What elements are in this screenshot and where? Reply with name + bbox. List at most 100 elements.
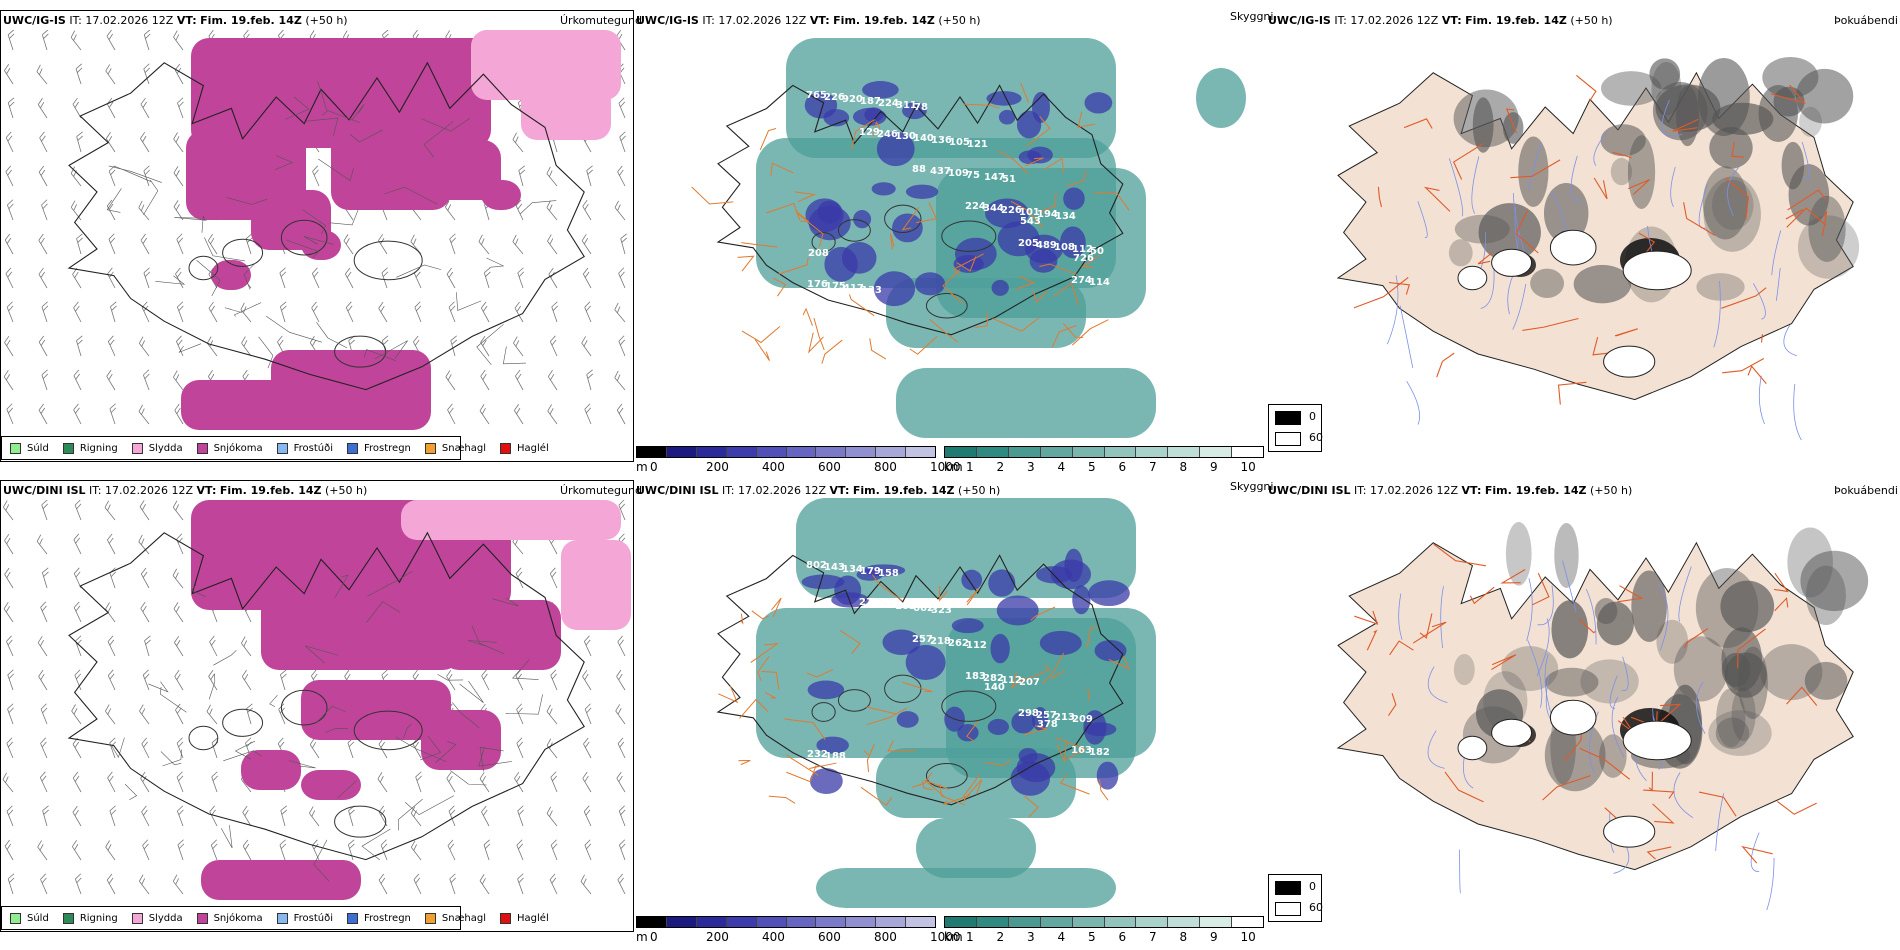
very-low-visibility-area xyxy=(1016,753,1056,783)
fog-map[interactable] xyxy=(1290,500,1900,910)
wind-barb-icon xyxy=(584,403,592,425)
road-line xyxy=(1025,157,1044,167)
wind-barb-icon xyxy=(513,336,524,357)
road-line xyxy=(1542,775,1591,801)
road-line xyxy=(174,217,207,221)
river-line xyxy=(1801,141,1811,180)
road-line xyxy=(1024,795,1039,818)
road-line xyxy=(924,779,949,798)
river-line xyxy=(1480,266,1495,309)
legend-swatch xyxy=(276,442,288,454)
road-line xyxy=(505,694,543,715)
wind-barb-icon xyxy=(517,873,524,895)
colorbar-segment xyxy=(1136,447,1169,457)
sleet-areas xyxy=(401,500,631,630)
road-line xyxy=(942,269,964,305)
visibility-map[interactable]: 765 129 88 224 205 274 226 246 437 344 489 114 920 13… xyxy=(636,28,1268,438)
visibility-peak-label: 207 xyxy=(1019,677,1040,688)
wind-barb-icon xyxy=(580,874,592,895)
colorbar-segment xyxy=(846,447,877,457)
visibility-map[interactable]: 802 270 257 183 298 163 143 120 218 282 257 182 134 1… xyxy=(636,498,1268,908)
wind-barb-icon xyxy=(444,200,456,221)
river-line xyxy=(1526,578,1533,641)
wind-barb-icon xyxy=(549,335,558,357)
wind-barb-icon xyxy=(483,267,491,289)
wind-barb-icon xyxy=(109,567,117,589)
road-line xyxy=(863,750,869,756)
visibility-peak-label: 147 xyxy=(984,172,1005,183)
road-line xyxy=(363,349,397,362)
vis-km-tick: 7 xyxy=(1149,930,1157,944)
wind-barb-icon xyxy=(516,737,524,759)
wind-barb-icon xyxy=(177,97,184,119)
snow-area xyxy=(241,750,301,790)
precip-type-map[interactable] xyxy=(1,30,633,430)
wind-barb-icon xyxy=(173,166,184,187)
wind-barb-icon xyxy=(106,369,116,391)
road-line xyxy=(361,828,391,861)
lead-time: (+50 h) xyxy=(958,484,1001,497)
road-line xyxy=(196,260,221,297)
wind-barb-icon xyxy=(38,267,48,289)
wind-barb-icon xyxy=(73,369,82,391)
very-low-visibility-area xyxy=(1083,710,1107,745)
wind-barb-icon xyxy=(76,233,83,255)
road-line xyxy=(304,645,339,664)
road-line xyxy=(992,317,1039,332)
colorbar-segment xyxy=(1232,447,1264,457)
visibility-peak-label: 246 xyxy=(877,129,898,140)
legend-item: Rigning xyxy=(62,912,118,924)
vis-m-tick: 1000 xyxy=(930,460,961,474)
colorbar-segment xyxy=(1136,917,1169,927)
legend-swatch xyxy=(131,442,143,454)
vis-m-unit: m xyxy=(636,460,648,474)
fog-map[interactable] xyxy=(1290,30,1900,440)
legend-item: Haglél xyxy=(500,912,549,924)
road-line xyxy=(1683,628,1709,649)
river-line xyxy=(1750,832,1760,873)
wind-barb-icon xyxy=(5,267,14,289)
visibility-peak-label: 270 xyxy=(859,597,880,608)
wind-barb-icon xyxy=(109,805,117,827)
very-low-visibility-area xyxy=(914,272,946,296)
legend-label: Snæhagl xyxy=(441,912,487,924)
lead-time: (+50 h) xyxy=(305,14,348,27)
road-line xyxy=(1786,207,1826,228)
vis-km-tick: 4 xyxy=(1057,460,1066,474)
wind-barb-icon xyxy=(139,500,150,521)
wind-barb-icon xyxy=(37,636,48,657)
wind-barb-icon xyxy=(242,805,252,827)
fog-panel-title: Þokuábendi xyxy=(1834,14,1898,27)
it-value: 17.02.2026 12Z xyxy=(738,484,827,497)
colorbar-segment xyxy=(786,447,817,457)
visibility-map-svg: 765 129 88 224 205 274 226 246 437 344 489 114 920 13… xyxy=(691,38,1246,438)
road-line xyxy=(909,335,938,355)
wind-barb-icon xyxy=(7,97,15,119)
road-line xyxy=(1066,170,1087,187)
precip-type-map[interactable] xyxy=(1,500,633,900)
road-line xyxy=(963,103,1000,109)
precip-panel-title: Úrkomutegund xyxy=(560,14,642,27)
visibility-peak-label: 121 xyxy=(967,139,988,150)
wind-barb-icon xyxy=(512,234,524,255)
fog-shading xyxy=(1453,521,1869,792)
glacier-outline xyxy=(811,702,836,722)
road-line xyxy=(1652,803,1675,824)
snow-area xyxy=(441,600,561,670)
road-line xyxy=(1532,572,1550,606)
road-line xyxy=(691,186,734,205)
fog-shade xyxy=(1709,126,1753,169)
road-line xyxy=(1721,287,1767,309)
wind-barb-icon xyxy=(347,839,355,861)
very-low-visibility-area xyxy=(951,618,984,634)
road-line xyxy=(771,597,782,618)
legend-swatch xyxy=(424,912,436,924)
legend-label: Súld xyxy=(27,912,49,924)
visibility-peak-label: 726 xyxy=(1073,253,1094,264)
visibility-peak-label: 282 xyxy=(983,673,1004,684)
road-line xyxy=(1039,263,1078,276)
road-line xyxy=(396,264,442,278)
snow-area xyxy=(301,680,451,740)
legend-label: Frostúði xyxy=(293,912,333,924)
visibility-peak-label: 129 xyxy=(859,127,880,138)
